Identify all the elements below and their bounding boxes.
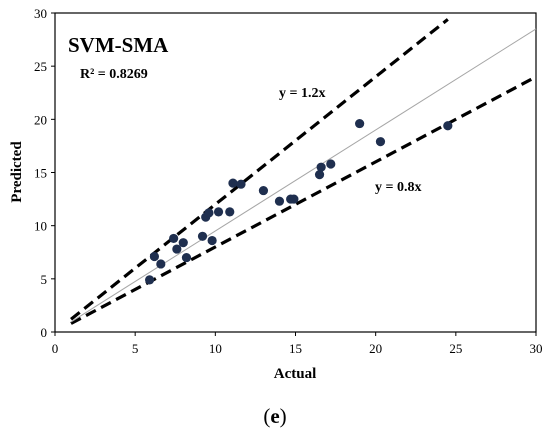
data-point — [258, 185, 269, 196]
data-point — [207, 235, 217, 246]
x-tick-label: 0 — [52, 341, 59, 356]
data-point — [169, 233, 179, 244]
data-point — [326, 159, 336, 169]
data-point — [443, 121, 453, 131]
x-tick-label: 25 — [449, 341, 462, 356]
y-tick-label: 0 — [41, 325, 48, 340]
plot-frame — [54, 12, 537, 333]
data-point — [149, 251, 160, 262]
data-point — [172, 244, 182, 254]
caption-open-paren: ( — [263, 404, 271, 428]
data-point — [213, 207, 224, 217]
upper-bound-line — [70, 18, 449, 321]
caption-close-paren: ) — [279, 404, 287, 428]
y-tick-label: 5 — [41, 272, 48, 287]
data-point — [197, 231, 208, 241]
reference-lines — [70, 18, 537, 325]
data-point — [178, 238, 188, 248]
axes-group: 0 5 10 15 20 25 30 0 5 10 15 20 25 30 — [34, 6, 543, 356]
y-tick-label: 30 — [34, 6, 47, 21]
scatter-chart: 0 5 10 15 20 25 30 0 5 10 15 20 25 30 SVM-SMA R² = 0.… — [9, 6, 543, 382]
data-point — [204, 208, 214, 218]
data-point — [314, 170, 325, 180]
x-tick-label: 30 — [530, 341, 543, 356]
data-point — [181, 252, 192, 263]
x-tick-label: 15 — [289, 341, 302, 356]
chart-title: SVM-SMA — [68, 33, 169, 57]
y-tick-label: 25 — [34, 59, 47, 74]
r-squared-label: R² = 0.8269 — [80, 67, 148, 82]
y-axis-title: Predicted — [9, 141, 25, 203]
x-axis-title: Actual — [274, 366, 317, 382]
data-points — [144, 118, 453, 285]
data-point — [144, 275, 155, 285]
data-point — [156, 259, 166, 269]
caption-letter: e — [270, 404, 280, 428]
data-point — [225, 207, 235, 217]
upper-line-label: y = 1.2x — [279, 86, 325, 101]
x-tick-label: 20 — [369, 341, 382, 356]
lower-bound-line — [70, 75, 537, 325]
lower-line-label: y = 0.8x — [375, 180, 421, 195]
data-point — [355, 118, 365, 129]
data-point — [316, 162, 326, 172]
y-tick-label: 20 — [34, 112, 47, 127]
data-point — [375, 137, 386, 147]
data-point — [289, 194, 299, 204]
x-tick-label: 10 — [209, 341, 222, 356]
figure-caption: (e) — [0, 404, 550, 429]
data-point — [236, 179, 246, 189]
x-tick-label: 5 — [132, 341, 139, 356]
y-tick-label: 15 — [34, 166, 47, 181]
data-point — [228, 178, 238, 188]
y-tick-label: 10 — [34, 219, 47, 234]
fit-line — [70, 28, 537, 323]
data-point — [274, 196, 285, 206]
